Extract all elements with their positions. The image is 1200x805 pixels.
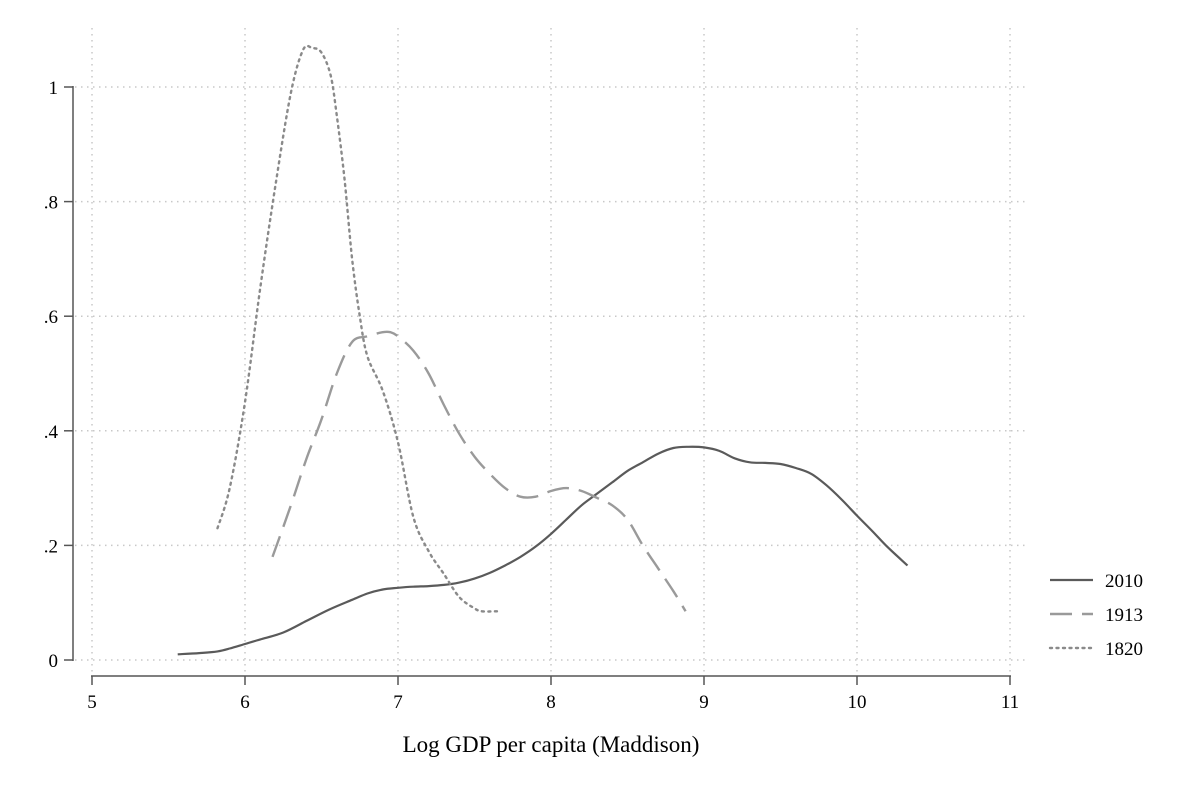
y-tick-label: .8 — [44, 193, 58, 214]
legend-label-2010: 2010 — [1105, 571, 1143, 592]
y-tick-label: 0 — [49, 651, 59, 672]
ticks: 5 6 7 8 9 10 11 0 .2 .4 .6 .8 1 — [44, 78, 1019, 713]
axes — [72, 86, 1011, 677]
legend-label-1913: 1913 — [1105, 605, 1143, 626]
legend-label-1820: 1820 — [1105, 639, 1143, 660]
series-line-2010 — [177, 445, 909, 656]
series-lines — [177, 44, 909, 656]
y-tick-label: 1 — [49, 78, 59, 99]
x-tick-label: 5 — [87, 692, 97, 713]
x-tick-label: 11 — [1001, 692, 1019, 713]
y-tick-label: .4 — [44, 422, 59, 443]
x-tick-label: 6 — [240, 692, 250, 713]
x-axis-title: Log GDP per capita (Maddison) — [403, 732, 700, 757]
grid — [75, 28, 1028, 674]
x-tick-label: 8 — [546, 692, 556, 713]
series-line-1820 — [216, 44, 499, 613]
x-tick-label: 9 — [699, 692, 709, 713]
series-line-1913 — [271, 330, 687, 612]
x-tick-label: 10 — [848, 692, 867, 713]
legend: 2010 1913 1820 — [1048, 571, 1143, 660]
x-tick-label: 7 — [393, 692, 403, 713]
y-tick-label: .6 — [44, 307, 58, 328]
y-tick-label: .2 — [44, 536, 58, 557]
